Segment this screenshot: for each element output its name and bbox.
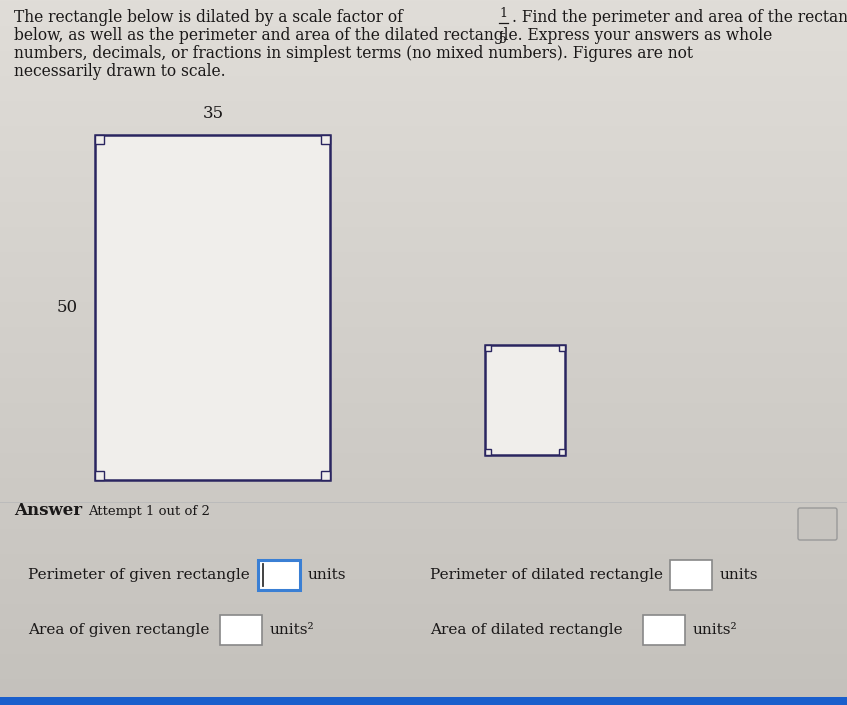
Bar (258, 560, 300, 590)
Text: units²: units² (270, 623, 314, 637)
Text: Area of given rectangle: Area of given rectangle (28, 623, 209, 637)
Bar (95, 471, 104, 480)
Bar (0, 697, 847, 705)
Text: Perimeter of dilated rectangle: Perimeter of dilated rectangle (430, 568, 663, 582)
Text: units: units (308, 568, 346, 582)
Text: Attempt 1 out of 2: Attempt 1 out of 2 (88, 505, 210, 518)
Text: 5: 5 (499, 33, 507, 46)
Bar (220, 615, 262, 645)
Text: Answer: Answer (14, 502, 82, 519)
Text: 35: 35 (202, 105, 224, 122)
Bar (670, 560, 712, 590)
Text: numbers, decimals, or fractions in simplest terms (no mixed numbers). Figures ar: numbers, decimals, or fractions in simpl… (14, 45, 693, 62)
Text: The rectangle below is dilated by a scale factor of: The rectangle below is dilated by a scal… (14, 9, 407, 26)
Text: units: units (720, 568, 759, 582)
Text: Area of dilated rectangle: Area of dilated rectangle (430, 623, 623, 637)
Text: . Find the perimeter and area of the rectangle: . Find the perimeter and area of the rec… (512, 9, 847, 26)
Bar (485, 449, 491, 455)
Text: units²: units² (693, 623, 738, 637)
Bar (485, 345, 565, 455)
Bar (485, 345, 491, 351)
Text: necessarily drawn to scale.: necessarily drawn to scale. (14, 63, 225, 80)
Bar (95, 135, 330, 480)
Text: 50: 50 (57, 300, 78, 317)
Bar (559, 345, 565, 351)
Bar (95, 135, 104, 144)
Bar (559, 449, 565, 455)
Bar (321, 135, 330, 144)
Bar (321, 471, 330, 480)
FancyBboxPatch shape (798, 508, 837, 540)
Text: Perimeter of given rectangle: Perimeter of given rectangle (28, 568, 250, 582)
Bar (643, 615, 685, 645)
Text: 1: 1 (499, 7, 507, 20)
Text: below, as well as the perimeter and area of the dilated rectangle. Express your : below, as well as the perimeter and area… (14, 27, 772, 44)
